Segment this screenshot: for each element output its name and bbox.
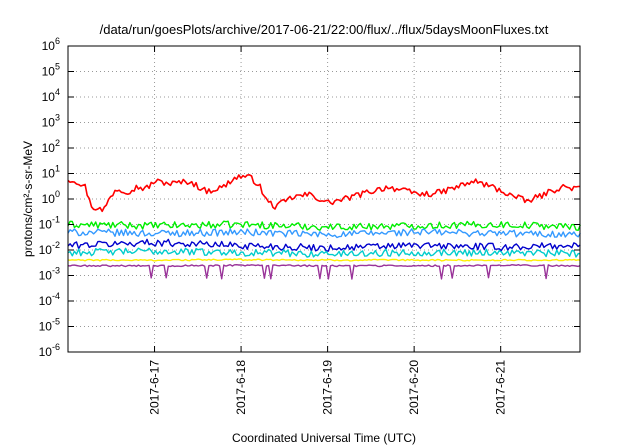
y-tick-label: 106 [42,36,60,53]
ticks: 10-6 10-5 10-4 10-3 10-2 10-1 100 101 102 103 104 1… [39,36,580,415]
y-tick-label: 103 [42,113,60,130]
x-tick-label: 2017-6-18 [234,360,248,415]
series-line [67,228,581,239]
y-tick-label: 10-2 [39,240,60,257]
series-line [67,258,581,262]
series-line [67,220,581,232]
y-tick-label: 10-1 [39,215,60,232]
y-tick-label: 10-5 [39,317,60,334]
gridlines [68,46,580,352]
y-tick-label: 10-6 [39,342,60,359]
y-tick-label: 10-4 [39,291,60,308]
x-tick-label: 2017-6-17 [148,360,162,415]
y-tick-label: 105 [42,62,60,79]
y-tick-label: 104 [42,87,60,104]
y-tick-label: 100 [42,189,60,206]
y-tick-label: 10-3 [39,266,60,283]
series-line [67,247,581,258]
series-line [67,264,581,280]
series-line [67,174,581,213]
y-tick-label: 101 [42,164,60,181]
series-lines [67,174,581,280]
y-axis-label: protons/cm²-s-sr-MeV [21,141,35,257]
x-tick-label: 2017-6-21 [494,360,508,415]
y-tick-label: 102 [42,138,60,155]
x-tick-label: 2017-6-20 [407,360,421,415]
chart-title: /data/run/goesPlots/archive/2017-06-21/2… [100,22,549,37]
series-line [67,238,581,252]
x-tick-label: 2017-6-19 [321,360,335,415]
x-axis-label: Coordinated Universal Time (UTC) [232,431,416,445]
